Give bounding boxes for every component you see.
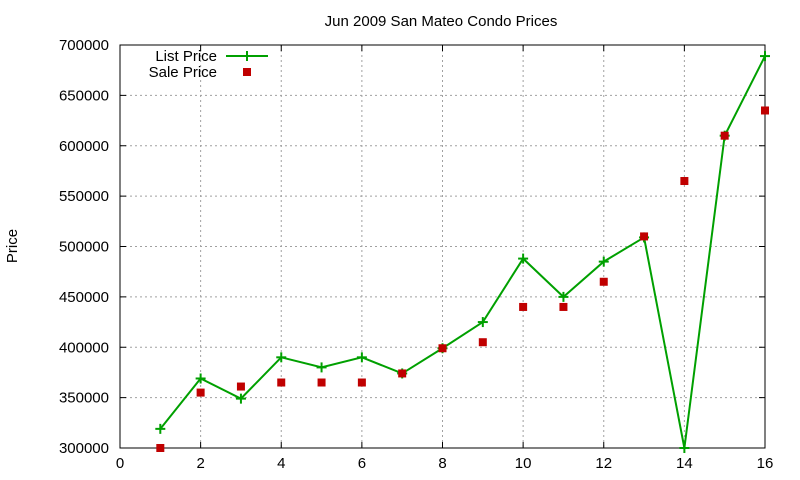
y-axis-label: Price <box>4 229 21 263</box>
sale-price-point <box>398 369 407 378</box>
x-axis-tick-labels: 0 2 4 6 8 10 12 14 16 <box>116 455 774 472</box>
x-tick-label: 2 <box>196 455 204 472</box>
list-price-point <box>316 362 327 373</box>
y-tick-label: 550000 <box>59 188 109 205</box>
x-tick-label: 12 <box>595 455 612 472</box>
list-price-point <box>679 443 690 453</box>
sale-price-point <box>478 338 487 347</box>
list-price-point <box>477 317 488 328</box>
x-tick-label: 14 <box>676 455 693 472</box>
y-tick-label: 650000 <box>59 87 109 104</box>
legend-label-sale-price: Sale Price <box>149 64 217 81</box>
list-price-point <box>760 51 770 62</box>
y-tick-label: 500000 <box>59 239 109 256</box>
y-axis-tick-labels: 300000 350000 400000 450000 500000 550000 6000… <box>59 37 109 457</box>
y-tick-label: 350000 <box>59 390 109 407</box>
legend-sample-sale-price <box>243 68 251 76</box>
list-price-point <box>598 256 609 267</box>
y-tick-label: 300000 <box>59 440 109 457</box>
list-price-point <box>276 352 287 363</box>
sale-price-point <box>277 378 286 387</box>
sale-price-point <box>357 378 366 387</box>
sale-price-point <box>680 177 689 186</box>
list-price-point <box>195 373 206 384</box>
legend-label-list-price: List Price <box>155 48 217 65</box>
chart-title: Jun 2009 San Mateo Condo Prices <box>325 13 558 30</box>
legend-marker-list-price <box>242 51 252 61</box>
legend-sample-list-price <box>226 51 268 61</box>
sale-price-point <box>559 302 568 311</box>
x-tick-label: 4 <box>277 455 285 472</box>
y-tick-label: 400000 <box>59 339 109 356</box>
list-price-point <box>558 291 569 302</box>
sale-price-point <box>196 388 205 397</box>
list-price-point <box>356 352 367 363</box>
x-tick-label: 10 <box>515 455 532 472</box>
y-tick-label: 700000 <box>59 37 109 54</box>
series-marks <box>155 51 770 453</box>
list-price-point <box>155 423 166 434</box>
sale-price-point <box>317 378 326 387</box>
sale-price-point <box>599 277 608 286</box>
y-tick-label: 600000 <box>59 138 109 155</box>
x-tick-label: 6 <box>358 455 366 472</box>
sale-price-point <box>720 131 729 140</box>
sale-price-point <box>438 344 447 353</box>
sale-price-point <box>640 232 649 241</box>
x-tick-label: 16 <box>757 455 774 472</box>
sale-price-point <box>761 106 769 115</box>
legend-marker-sale-price <box>243 68 251 76</box>
list-price-point <box>235 393 246 404</box>
list-price-line <box>159 55 766 449</box>
legend: List Price Sale Price <box>149 48 268 81</box>
sale-price-point <box>519 302 528 311</box>
x-tick-label: 8 <box>438 455 446 472</box>
list-price-point <box>518 253 529 264</box>
sale-price-point <box>236 382 245 391</box>
sale-price-point <box>156 444 165 452</box>
axis-ticks <box>119 44 766 449</box>
x-tick-label: 0 <box>116 455 124 472</box>
y-tick-label: 450000 <box>59 289 109 306</box>
